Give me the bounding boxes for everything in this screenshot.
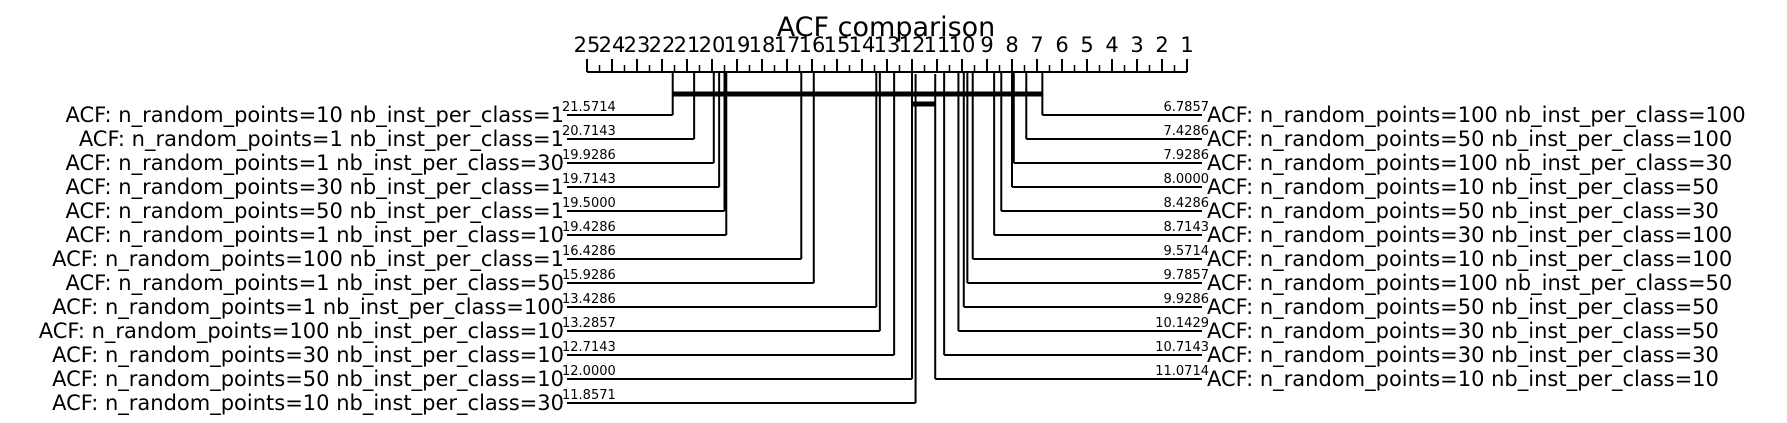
rank-value-label: 7.4286	[1164, 124, 1210, 139]
axis-tick-label: 22	[649, 33, 676, 57]
axis-tick-label: 15	[824, 33, 851, 57]
method-label: ACF: n_random_points=50 nb_inst_per_clas…	[52, 367, 564, 392]
rank-value-label: 8.0000	[1164, 172, 1210, 187]
axis-tick-label: 14	[849, 33, 876, 57]
rank-value-label: 11.0714	[1155, 364, 1209, 379]
axis-tick-label: 20	[699, 33, 726, 57]
rank-value-label: 20.7143	[562, 124, 616, 139]
rank-value-label: 11.8571	[562, 388, 616, 403]
method-label: ACF: n_random_points=1 nb_inst_per_class…	[79, 127, 564, 152]
rank-value-label: 10.1429	[1155, 316, 1209, 331]
rank-value-label: 6.7857	[1164, 100, 1210, 115]
method-label: ACF: n_random_points=100 nb_inst_per_cla…	[1207, 103, 1746, 128]
rank-value-label: 7.9286	[1164, 148, 1210, 163]
rank-value-label: 9.7857	[1164, 268, 1210, 283]
rank-value-label: 10.7143	[1155, 340, 1209, 355]
method-label: ACF: n_random_points=30 nb_inst_per_clas…	[52, 343, 564, 368]
axis-tick-label: 16	[799, 33, 826, 57]
method-label: ACF: n_random_points=30 nb_inst_per_clas…	[1207, 343, 1719, 368]
method-label: ACF: n_random_points=50 nb_inst_per_clas…	[1207, 295, 1719, 320]
rank-value-label: 19.9286	[562, 148, 616, 163]
method-label: ACF: n_random_points=50 nb_inst_per_clas…	[1207, 199, 1719, 224]
method-label: ACF: n_random_points=1 nb_inst_per_class…	[65, 223, 564, 248]
axis-tick-label: 8	[1005, 33, 1018, 57]
method-label: ACF: n_random_points=1 nb_inst_per_class…	[65, 271, 564, 296]
method-label: ACF: n_random_points=10 nb_inst_per_clas…	[1207, 175, 1719, 200]
method-label: ACF: n_random_points=30 nb_inst_per_clas…	[65, 175, 564, 200]
axis-tick-label: 4	[1105, 33, 1118, 57]
rank-value-label: 19.7143	[562, 172, 616, 187]
axis-tick-label: 13	[874, 33, 901, 57]
axis-tick-label: 9	[980, 33, 993, 57]
method-label: ACF: n_random_points=100 nb_inst_per_cla…	[1207, 271, 1732, 296]
rank-value-label: 13.2857	[562, 316, 616, 331]
method-label: ACF: n_random_points=30 nb_inst_per_clas…	[1207, 223, 1732, 248]
method-label: ACF: n_random_points=1 nb_inst_per_class…	[52, 295, 564, 320]
rank-value-label: 8.7143	[1164, 220, 1210, 235]
method-label: ACF: n_random_points=50 nb_inst_per_clas…	[1207, 127, 1732, 152]
axis-tick-label: 19	[724, 33, 751, 57]
rank-value-label: 19.4286	[562, 220, 616, 235]
axis-tick-label: 25	[574, 33, 601, 57]
axis-tick-label: 12	[899, 33, 926, 57]
chart-title: ACF comparison	[777, 12, 996, 43]
axis-tick-label: 17	[774, 33, 801, 57]
method-label: ACF: n_random_points=10 nb_inst_per_clas…	[52, 391, 564, 416]
axis-tick-label: 1	[1180, 33, 1193, 57]
axis-tick-label: 24	[599, 33, 626, 57]
rank-value-label: 16.4286	[562, 244, 616, 259]
axis-tick-label: 5	[1080, 33, 1093, 57]
axis-tick-label: 18	[749, 33, 776, 57]
method-label: ACF: n_random_points=100 nb_inst_per_cla…	[39, 319, 564, 344]
method-label: ACF: n_random_points=50 nb_inst_per_clas…	[65, 199, 564, 224]
axis-tick-label: 23	[624, 33, 651, 57]
method-label: ACF: n_random_points=10 nb_inst_per_clas…	[1207, 367, 1719, 392]
axis-tick-label: 2	[1155, 33, 1168, 57]
rank-value-label: 21.5714	[562, 100, 616, 115]
method-label: ACF: n_random_points=100 nb_inst_per_cla…	[52, 247, 564, 272]
rank-value-label: 9.9286	[1164, 292, 1210, 307]
axis-tick-label: 6	[1055, 33, 1068, 57]
rank-value-label: 12.0000	[562, 364, 616, 379]
axis-tick-label: 11	[924, 33, 951, 57]
method-label: ACF: n_random_points=10 nb_inst_per_clas…	[1207, 247, 1732, 272]
rank-value-label: 12.7143	[562, 340, 616, 355]
clique-bars	[672, 91, 1043, 107]
axis-tick-label: 7	[1030, 33, 1043, 57]
rank-value-label: 19.5000	[562, 196, 616, 211]
rank-value-label: 15.9286	[562, 268, 616, 283]
method-label: ACF: n_random_points=30 nb_inst_per_clas…	[1207, 319, 1719, 344]
axis-tick-label: 3	[1130, 33, 1143, 57]
method-label: ACF: n_random_points=100 nb_inst_per_cla…	[1207, 151, 1732, 176]
method-label: ACF: n_random_points=1 nb_inst_per_class…	[65, 151, 564, 176]
axis-tick-label: 10	[949, 33, 976, 57]
rank-value-label: 13.4286	[562, 292, 616, 307]
axis-tick-label: 21	[674, 33, 701, 57]
rank-value-label: 8.4286	[1164, 196, 1210, 211]
rank-value-label: 9.5714	[1164, 244, 1210, 259]
method-label: ACF: n_random_points=10 nb_inst_per_clas…	[65, 103, 564, 128]
